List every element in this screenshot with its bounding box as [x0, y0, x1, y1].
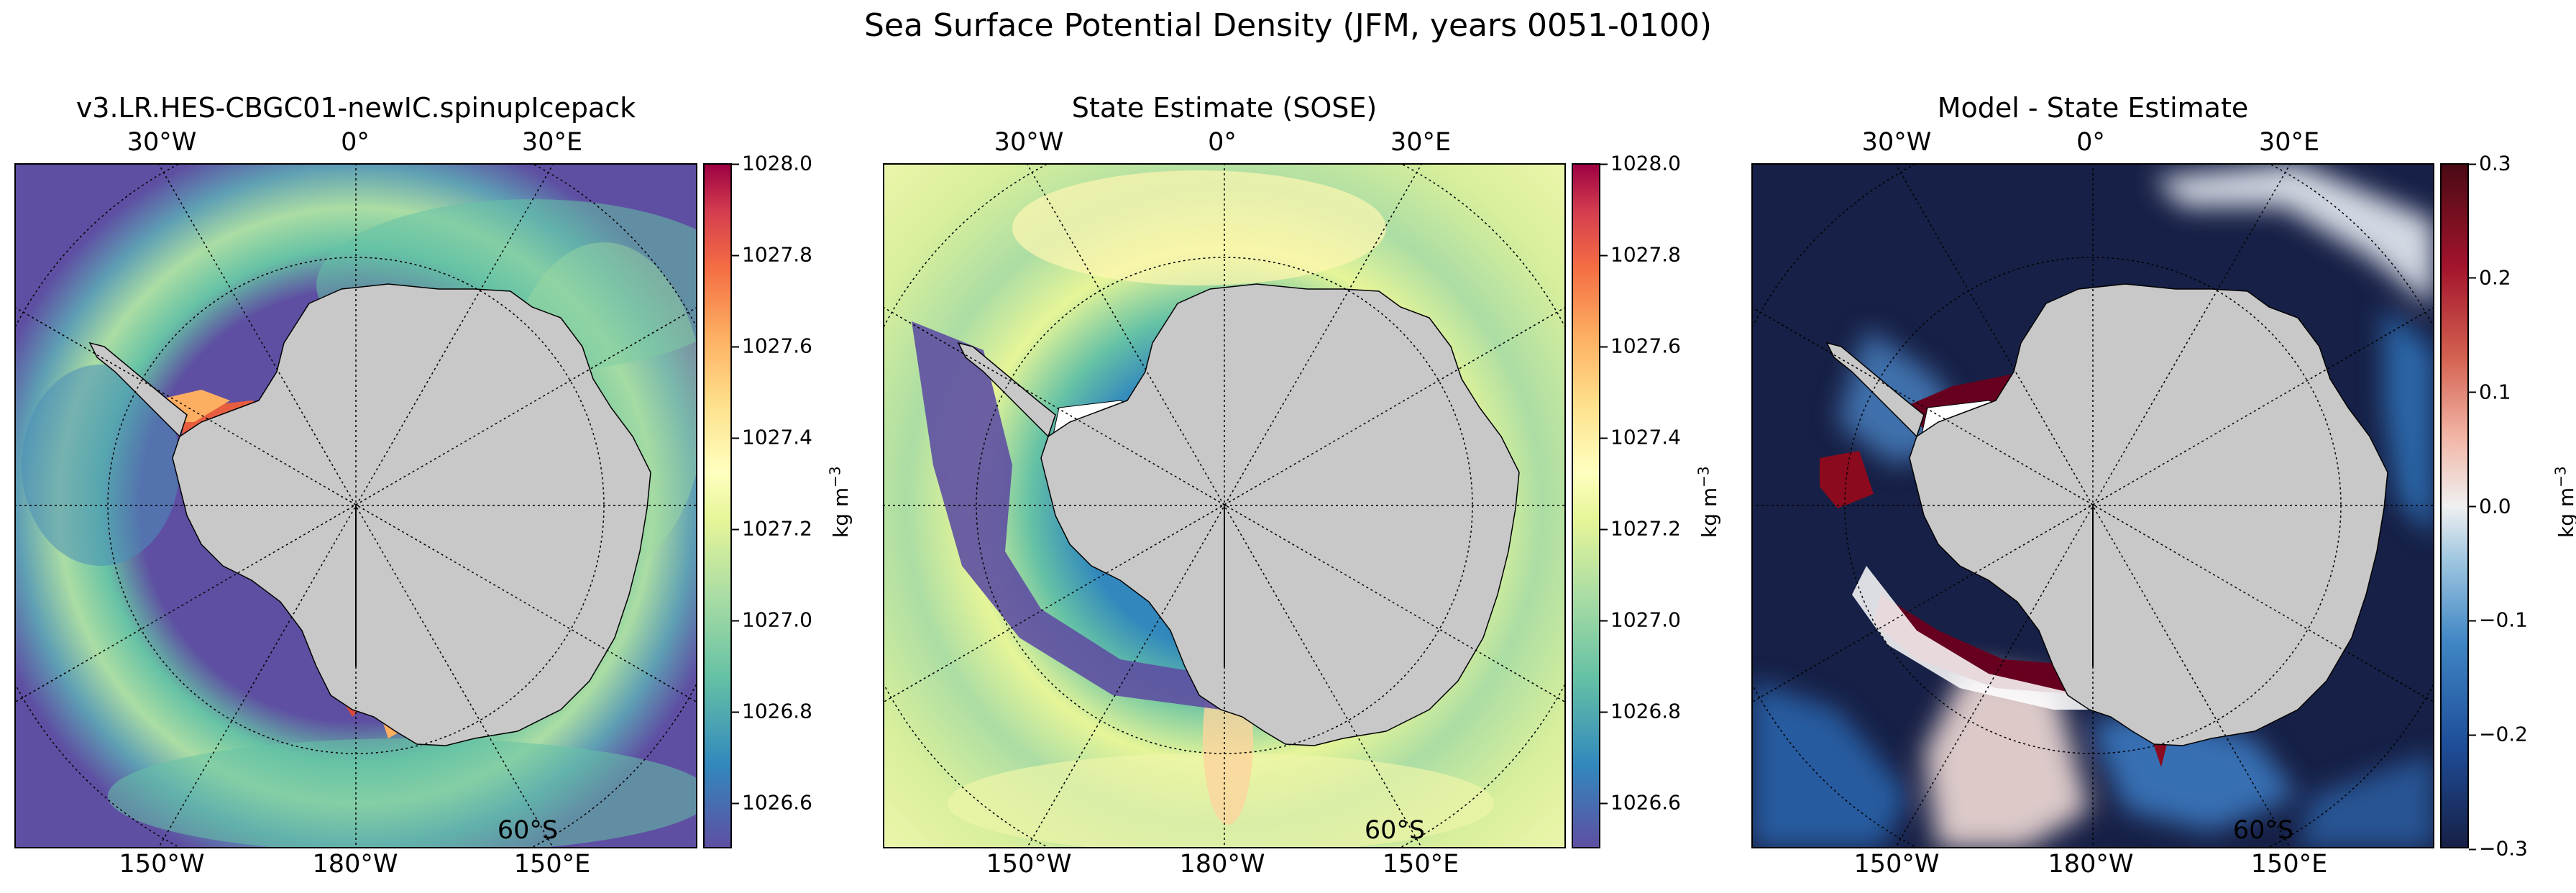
lon-label-bottom: 150°W: [119, 850, 205, 879]
lon-label-top: 30°W: [994, 128, 1064, 157]
colorbar-model: [703, 163, 732, 848]
antarctic-peninsula: [1825, 342, 1925, 438]
colorbar-tick-label: 1027.8: [1600, 242, 1681, 267]
lon-label-bottom: 150°E: [1382, 850, 1459, 879]
colorbar-tick-label: 0.3: [2469, 151, 2511, 175]
antarctic-peninsula: [88, 342, 188, 438]
colorbar-ticks: −0.3 −0.2 −0.1 0.0 0.1 0.2 0.3: [2469, 152, 2576, 861]
colorbar-tick-label: 0.1: [2469, 380, 2511, 404]
panel-title: State Estimate (SOSE): [1071, 92, 1378, 124]
colorbar-tick-label: 1027.6: [732, 334, 812, 358]
colorbar-tick-label: −0.3: [2469, 836, 2528, 861]
colorbar-units: kg m−3: [1695, 466, 1721, 538]
map-sose: [883, 163, 1566, 848]
lon-label-top: 30°W: [127, 128, 197, 157]
lon-label-bottom: 150°E: [513, 850, 591, 879]
colorbar-ticks: 1026.6 1026.8 1027.0 1027.2 1027.4 1027.6 1027…: [732, 152, 886, 848]
lon-label-top: 30°E: [1390, 128, 1452, 157]
lon-label-top: 30°E: [521, 128, 583, 157]
colorbar-tick-label: 1027.2: [732, 516, 812, 541]
colorbar-tick-label: 1027.4: [732, 425, 812, 449]
colorbar-sose: [1572, 163, 1600, 848]
colorbar-tick-label: 1027.0: [732, 608, 812, 632]
colorbar-tick-label: 1027.6: [1600, 334, 1681, 358]
map-model: [14, 163, 697, 848]
lat-label: 60°S: [1364, 816, 1426, 845]
antarctica-land: [1040, 283, 1520, 746]
panel-title: Model - State Estimate: [1937, 92, 2249, 124]
map-difference: [1751, 163, 2434, 848]
antarctic-peninsula: [957, 342, 1056, 438]
panel-title: v3.LR.HES-CBGC01-newIC.spinupIcepack: [75, 92, 636, 124]
colorbar-ticks: 1026.6 1026.8 1027.0 1027.2 1027.4 1027.6 1027…: [1600, 152, 1754, 848]
lon-label-top: 30°E: [2258, 128, 2320, 157]
colorbar-units: kg m−3: [2552, 466, 2576, 538]
colorbar-tick-label: 1027.8: [732, 242, 812, 267]
colorbar-tick-label: 1026.8: [732, 699, 812, 723]
colorbar-tick-label: 1028.0: [1600, 151, 1681, 175]
colorbar-tick-label: 1026.6: [732, 790, 812, 815]
lon-label-bottom: 150°W: [986, 850, 1072, 879]
colorbar-tick-label: 1026.6: [1600, 790, 1681, 815]
lon-label-top: 30°W: [1861, 128, 1932, 157]
colorbar-tick-label: 1026.8: [1600, 699, 1681, 723]
lon-label-bottom: 150°W: [1853, 850, 1940, 879]
lon-label-bottom: 180°W: [2048, 850, 2134, 879]
lon-label-bottom: 150°E: [2250, 850, 2328, 879]
colorbar-tick-label: 1027.4: [1600, 425, 1681, 449]
colorbar-units: kg m−3: [826, 466, 853, 538]
colorbar-tick-label: 1027.0: [1600, 608, 1681, 632]
colorbar-tick-label: −0.2: [2469, 722, 2528, 746]
figure-suptitle: Sea Surface Potential Density (JFM, year…: [863, 7, 1713, 44]
antarctica-land: [1909, 283, 2388, 746]
colorbar-tick-label: 1028.0: [732, 151, 812, 175]
colorbar-tick-label: 0.2: [2469, 265, 2511, 290]
colorbar-tick-label: 0.0: [2469, 494, 2511, 518]
lat-label: 60°S: [497, 816, 559, 845]
lon-label-top: 0°: [341, 128, 370, 157]
antarctica-land: [172, 283, 651, 746]
lon-label-bottom: 180°W: [1179, 850, 1265, 879]
coastal-band: [912, 321, 1221, 710]
lat-label: 60°S: [2232, 816, 2294, 845]
colorbar-tick-label: −0.1: [2469, 608, 2528, 632]
lon-label-top: 0°: [2076, 128, 2105, 157]
colorbar-tick-label: 1027.2: [1600, 516, 1681, 541]
colorbar-difference: [2440, 163, 2469, 848]
lon-label-top: 0°: [1208, 128, 1237, 157]
lon-label-bottom: 180°W: [312, 850, 398, 879]
